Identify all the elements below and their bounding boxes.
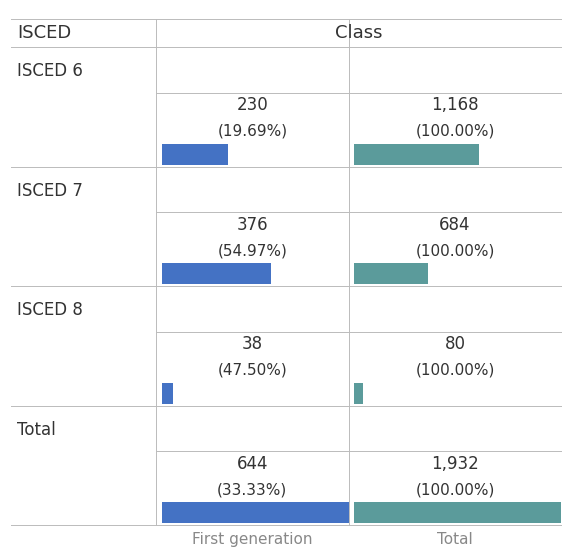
Bar bbox=[354, 144, 480, 165]
Text: 1,168: 1,168 bbox=[431, 96, 479, 115]
Text: 38: 38 bbox=[242, 335, 263, 354]
Text: Total: Total bbox=[437, 532, 473, 547]
Text: (33.33%): (33.33%) bbox=[217, 483, 287, 498]
Text: ISCED 6: ISCED 6 bbox=[17, 62, 83, 80]
Text: 230: 230 bbox=[236, 96, 268, 115]
Bar bbox=[354, 264, 428, 284]
Text: (19.69%): (19.69%) bbox=[217, 124, 287, 139]
Text: (100.00%): (100.00%) bbox=[416, 124, 494, 139]
Text: ISCED: ISCED bbox=[17, 24, 71, 42]
Text: 1,932: 1,932 bbox=[431, 455, 479, 473]
Bar bbox=[162, 144, 229, 165]
Text: (100.00%): (100.00%) bbox=[416, 483, 494, 498]
Bar bbox=[162, 383, 172, 404]
Text: 684: 684 bbox=[439, 216, 471, 234]
Text: (100.00%): (100.00%) bbox=[416, 244, 494, 259]
Bar bbox=[162, 503, 349, 523]
Bar bbox=[354, 503, 561, 523]
Text: First generation: First generation bbox=[192, 532, 312, 547]
Text: (47.50%): (47.50%) bbox=[217, 363, 287, 378]
Text: (54.97%): (54.97%) bbox=[217, 244, 287, 259]
Bar bbox=[162, 264, 271, 284]
Text: (100.00%): (100.00%) bbox=[416, 363, 494, 378]
Text: 80: 80 bbox=[445, 335, 466, 354]
Text: ISCED 7: ISCED 7 bbox=[17, 182, 83, 200]
Text: 644: 644 bbox=[236, 455, 268, 473]
Text: 376: 376 bbox=[236, 216, 268, 234]
Text: Class: Class bbox=[335, 24, 382, 42]
Text: Total: Total bbox=[17, 421, 56, 439]
Bar bbox=[354, 383, 363, 404]
Text: ISCED 8: ISCED 8 bbox=[17, 301, 83, 319]
